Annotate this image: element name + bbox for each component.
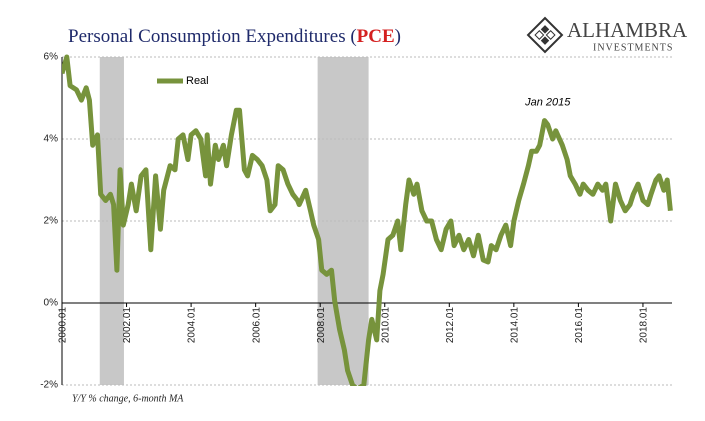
y-tick-label: 4%: [44, 134, 59, 145]
brand: ALHAMBRA: [567, 18, 688, 42]
x-tick-label: 2012.01: [445, 307, 456, 344]
y-tick-label: 6%: [44, 52, 59, 63]
x-tick-label: 2014.01: [509, 307, 520, 344]
x-tick-label: 2002.01: [122, 307, 133, 344]
brand-sub: INVESTMENTS: [593, 42, 673, 53]
x-tick-label: 2010.01: [380, 307, 391, 344]
x-tick-label: 2018.01: [639, 307, 650, 344]
x-tick-label: 2004.01: [187, 307, 198, 344]
x-tick-label: 2000.01: [58, 307, 69, 344]
legend-label: Real: [186, 75, 209, 87]
annotation: Jan 2015: [524, 97, 571, 109]
note: Y/Y % change, 6-month MA: [72, 393, 184, 404]
y-tick-label: 2%: [44, 216, 59, 227]
data-line: [62, 54, 673, 386]
x-tick-label: 2008.01: [316, 307, 327, 344]
x-tick-label: 2016.01: [574, 307, 585, 344]
y-tick-label: 0%: [44, 298, 59, 309]
y-tick-label: -2%: [40, 380, 58, 391]
chart-title: Personal Consumption Expenditures (PCE): [68, 26, 401, 47]
x-tick-label: 2006.01: [251, 307, 262, 344]
